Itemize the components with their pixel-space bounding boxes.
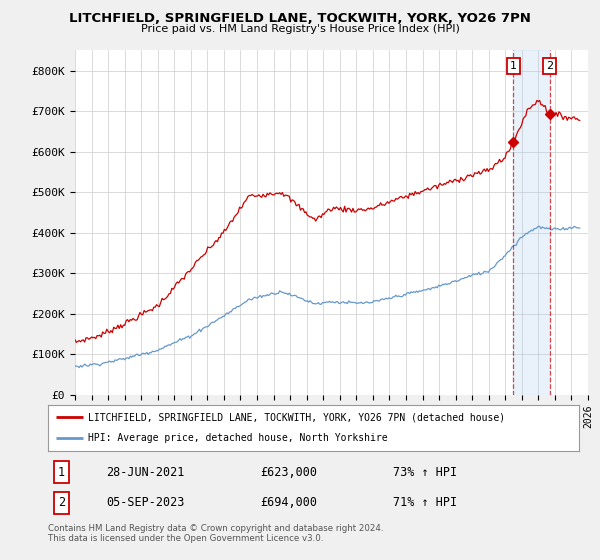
Text: 05-SEP-2023: 05-SEP-2023 bbox=[106, 496, 185, 510]
Text: 2: 2 bbox=[546, 61, 553, 71]
Text: Price paid vs. HM Land Registry's House Price Index (HPI): Price paid vs. HM Land Registry's House … bbox=[140, 24, 460, 34]
Text: 1: 1 bbox=[58, 465, 65, 479]
Text: £623,000: £623,000 bbox=[260, 465, 317, 479]
Text: HPI: Average price, detached house, North Yorkshire: HPI: Average price, detached house, Nort… bbox=[88, 433, 388, 444]
Text: 71% ↑ HPI: 71% ↑ HPI bbox=[393, 496, 457, 510]
Text: 2: 2 bbox=[58, 496, 65, 510]
Text: 28-JUN-2021: 28-JUN-2021 bbox=[106, 465, 185, 479]
Text: LITCHFIELD, SPRINGFIELD LANE, TOCKWITH, YORK, YO26 7PN: LITCHFIELD, SPRINGFIELD LANE, TOCKWITH, … bbox=[69, 12, 531, 25]
Text: 1: 1 bbox=[510, 61, 517, 71]
Text: £694,000: £694,000 bbox=[260, 496, 317, 510]
Text: Contains HM Land Registry data © Crown copyright and database right 2024.
This d: Contains HM Land Registry data © Crown c… bbox=[48, 524, 383, 543]
Text: 73% ↑ HPI: 73% ↑ HPI bbox=[393, 465, 457, 479]
Bar bbox=[514, 50, 550, 395]
Text: LITCHFIELD, SPRINGFIELD LANE, TOCKWITH, YORK, YO26 7PN (detached house): LITCHFIELD, SPRINGFIELD LANE, TOCKWITH, … bbox=[88, 412, 505, 422]
